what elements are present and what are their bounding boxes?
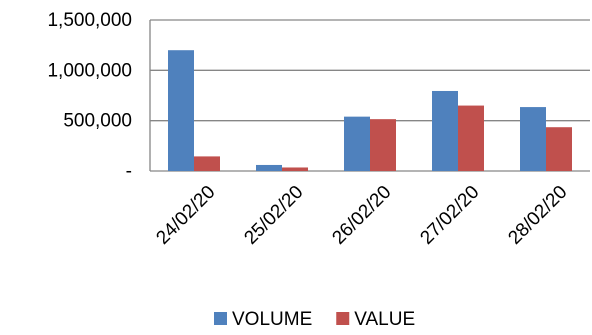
bar-value-4: [546, 127, 572, 171]
legend-swatch-volume: [214, 312, 227, 325]
y-tick-label: -: [126, 161, 132, 182]
bar-value-3: [458, 105, 484, 171]
bar-volume-0: [168, 50, 194, 172]
y-tick-label: 1,500,000: [47, 10, 132, 31]
x-tick-label: 24/02/20: [152, 182, 219, 249]
legend-swatch-value: [336, 312, 350, 325]
bar-value-1: [282, 167, 308, 171]
x-tick-label: 26/02/20: [328, 182, 395, 249]
bar-volume-3: [432, 90, 458, 171]
bar-value-2: [370, 119, 396, 171]
x-tick-label: 28/02/20: [504, 182, 571, 249]
x-tick-label: 25/02/20: [240, 182, 307, 249]
bar-value-0: [194, 156, 220, 171]
legend-label-volume: VOLUME: [232, 309, 312, 330]
y-tick-label: 500,000: [63, 111, 132, 132]
bar-volume-4: [520, 107, 546, 171]
bar-volume-2: [344, 116, 370, 171]
y-tick-label: 1,000,000: [47, 60, 132, 81]
bar-volume-1: [256, 164, 282, 171]
x-tick-label: 27/02/20: [416, 182, 483, 249]
legend-label-value: VALUE: [354, 309, 415, 330]
